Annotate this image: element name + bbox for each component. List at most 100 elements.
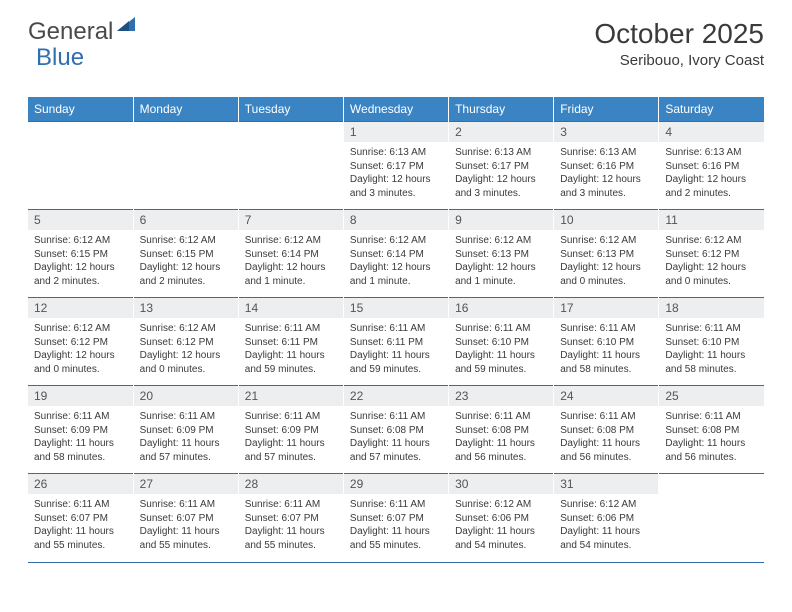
daylight-line: Daylight: 11 hours and 57 minutes.	[350, 437, 442, 464]
daylight-line: Daylight: 11 hours and 58 minutes.	[34, 437, 127, 464]
daylight-line: Daylight: 11 hours and 54 minutes.	[560, 525, 652, 552]
daylight-line: Daylight: 11 hours and 54 minutes.	[455, 525, 547, 552]
sunrise-line: Sunrise: 6:12 AM	[560, 234, 652, 248]
daylight-line: Daylight: 11 hours and 55 minutes.	[140, 525, 232, 552]
day-number: 5	[28, 210, 133, 230]
day-number: 2	[449, 122, 553, 142]
weekday-header: Thursday	[449, 97, 554, 122]
sunrise-line: Sunrise: 6:11 AM	[455, 322, 547, 336]
calendar-day-cell: 27Sunrise: 6:11 AMSunset: 6:07 PMDayligh…	[133, 474, 238, 562]
day-info: Sunrise: 6:11 AMSunset: 6:09 PMDaylight:…	[28, 406, 133, 468]
calendar-week-row: 5Sunrise: 6:12 AMSunset: 6:15 PMDaylight…	[28, 210, 764, 298]
sunrise-line: Sunrise: 6:11 AM	[560, 410, 652, 424]
daylight-line: Daylight: 12 hours and 0 minutes.	[34, 349, 127, 376]
calendar-day-cell: 13Sunrise: 6:12 AMSunset: 6:12 PMDayligh…	[133, 298, 238, 386]
sunrise-line: Sunrise: 6:12 AM	[665, 234, 758, 248]
calendar-day-cell: 25Sunrise: 6:11 AMSunset: 6:08 PMDayligh…	[659, 386, 764, 474]
day-number: 20	[134, 386, 238, 406]
daylight-line: Daylight: 11 hours and 58 minutes.	[665, 349, 758, 376]
daylight-line: Daylight: 12 hours and 3 minutes.	[560, 173, 652, 200]
sunrise-line: Sunrise: 6:12 AM	[455, 234, 547, 248]
sunset-line: Sunset: 6:16 PM	[665, 160, 758, 174]
day-info: Sunrise: 6:12 AMSunset: 6:15 PMDaylight:…	[134, 230, 238, 292]
day-number: 15	[344, 298, 448, 318]
daylight-line: Daylight: 12 hours and 3 minutes.	[350, 173, 442, 200]
sunset-line: Sunset: 6:08 PM	[560, 424, 652, 438]
sunrise-line: Sunrise: 6:11 AM	[350, 498, 442, 512]
day-info: Sunrise: 6:12 AMSunset: 6:06 PMDaylight:…	[449, 494, 553, 556]
daylight-line: Daylight: 11 hours and 59 minutes.	[245, 349, 337, 376]
calendar-day-cell: 28Sunrise: 6:11 AMSunset: 6:07 PMDayligh…	[238, 474, 343, 562]
sunset-line: Sunset: 6:13 PM	[560, 248, 652, 262]
calendar-day-cell: 26Sunrise: 6:11 AMSunset: 6:07 PMDayligh…	[28, 474, 133, 562]
daylight-line: Daylight: 11 hours and 56 minutes.	[560, 437, 652, 464]
calendar-day-cell	[238, 122, 343, 210]
daylight-line: Daylight: 12 hours and 0 minutes.	[560, 261, 652, 288]
day-number: 9	[449, 210, 553, 230]
sunset-line: Sunset: 6:08 PM	[665, 424, 758, 438]
day-number: 11	[659, 210, 764, 230]
sunrise-line: Sunrise: 6:11 AM	[350, 410, 442, 424]
day-number: 18	[659, 298, 764, 318]
calendar-day-cell: 6Sunrise: 6:12 AMSunset: 6:15 PMDaylight…	[133, 210, 238, 298]
sunrise-line: Sunrise: 6:11 AM	[665, 322, 758, 336]
day-number: 16	[449, 298, 553, 318]
day-number: 1	[344, 122, 448, 142]
calendar-day-cell	[133, 122, 238, 210]
day-number: 8	[344, 210, 448, 230]
sunset-line: Sunset: 6:07 PM	[140, 512, 232, 526]
day-info: Sunrise: 6:11 AMSunset: 6:11 PMDaylight:…	[239, 318, 343, 380]
weekday-row: Sunday Monday Tuesday Wednesday Thursday…	[28, 97, 764, 122]
sunset-line: Sunset: 6:12 PM	[140, 336, 232, 350]
sunrise-line: Sunrise: 6:12 AM	[34, 322, 127, 336]
brand-part2: Blue	[36, 44, 84, 72]
daylight-line: Daylight: 12 hours and 1 minute.	[350, 261, 442, 288]
calendar-day-cell: 15Sunrise: 6:11 AMSunset: 6:11 PMDayligh…	[343, 298, 448, 386]
brand-part1: General	[28, 18, 113, 46]
day-info: Sunrise: 6:11 AMSunset: 6:10 PMDaylight:…	[554, 318, 658, 380]
weekday-header: Friday	[554, 97, 659, 122]
day-number: 19	[28, 386, 133, 406]
calendar-day-cell: 31Sunrise: 6:12 AMSunset: 6:06 PMDayligh…	[554, 474, 659, 562]
calendar-day-cell: 18Sunrise: 6:11 AMSunset: 6:10 PMDayligh…	[659, 298, 764, 386]
day-number: 10	[554, 210, 658, 230]
day-number: 27	[134, 474, 238, 494]
calendar-day-cell: 11Sunrise: 6:12 AMSunset: 6:12 PMDayligh…	[659, 210, 764, 298]
calendar-day-cell: 30Sunrise: 6:12 AMSunset: 6:06 PMDayligh…	[449, 474, 554, 562]
day-number: 26	[28, 474, 133, 494]
weekday-header: Tuesday	[238, 97, 343, 122]
sunset-line: Sunset: 6:09 PM	[245, 424, 337, 438]
day-info: Sunrise: 6:11 AMSunset: 6:10 PMDaylight:…	[659, 318, 764, 380]
weekday-header: Monday	[133, 97, 238, 122]
sunset-line: Sunset: 6:07 PM	[350, 512, 442, 526]
sunset-line: Sunset: 6:07 PM	[34, 512, 127, 526]
daylight-line: Daylight: 12 hours and 1 minute.	[245, 261, 337, 288]
sunrise-line: Sunrise: 6:12 AM	[455, 498, 547, 512]
bottom-border	[28, 562, 764, 563]
day-number: 6	[134, 210, 238, 230]
calendar-day-cell: 23Sunrise: 6:11 AMSunset: 6:08 PMDayligh…	[449, 386, 554, 474]
daylight-line: Daylight: 11 hours and 55 minutes.	[350, 525, 442, 552]
sunset-line: Sunset: 6:14 PM	[245, 248, 337, 262]
day-number: 21	[239, 386, 343, 406]
day-info: Sunrise: 6:12 AMSunset: 6:12 PMDaylight:…	[28, 318, 133, 380]
day-info: Sunrise: 6:11 AMSunset: 6:09 PMDaylight:…	[239, 406, 343, 468]
day-info: Sunrise: 6:12 AMSunset: 6:13 PMDaylight:…	[449, 230, 553, 292]
day-info: Sunrise: 6:13 AMSunset: 6:16 PMDaylight:…	[554, 142, 658, 204]
day-number: 30	[449, 474, 553, 494]
daylight-line: Daylight: 11 hours and 55 minutes.	[245, 525, 337, 552]
day-info: Sunrise: 6:12 AMSunset: 6:06 PMDaylight:…	[554, 494, 658, 556]
day-number: 13	[134, 298, 238, 318]
daylight-line: Daylight: 11 hours and 55 minutes.	[34, 525, 127, 552]
daylight-line: Daylight: 12 hours and 3 minutes.	[455, 173, 547, 200]
sunset-line: Sunset: 6:12 PM	[665, 248, 758, 262]
calendar-day-cell	[28, 122, 133, 210]
calendar-day-cell: 29Sunrise: 6:11 AMSunset: 6:07 PMDayligh…	[343, 474, 448, 562]
calendar-day-cell: 19Sunrise: 6:11 AMSunset: 6:09 PMDayligh…	[28, 386, 133, 474]
day-info: Sunrise: 6:11 AMSunset: 6:07 PMDaylight:…	[28, 494, 133, 556]
daylight-line: Daylight: 11 hours and 56 minutes.	[665, 437, 758, 464]
sunset-line: Sunset: 6:17 PM	[350, 160, 442, 174]
sunset-line: Sunset: 6:14 PM	[350, 248, 442, 262]
day-number: 31	[554, 474, 658, 494]
day-info: Sunrise: 6:12 AMSunset: 6:12 PMDaylight:…	[134, 318, 238, 380]
